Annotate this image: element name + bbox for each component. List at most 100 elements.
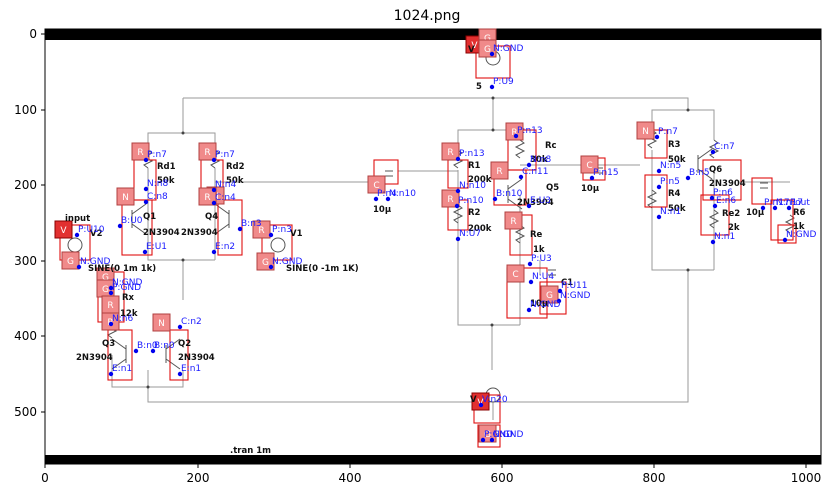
component-label-rd1-val: 50k xyxy=(157,176,175,186)
svg-text:N:GND: N:GND xyxy=(530,300,560,310)
svg-text:G: G xyxy=(546,291,553,301)
x-tick-label: 400 xyxy=(339,471,362,485)
component-label-r6-val: 1k xyxy=(793,222,805,232)
svg-text:C: C xyxy=(586,161,592,171)
x-tick-label: 0 xyxy=(41,471,49,485)
svg-text:P:n4: P:n4 xyxy=(377,189,397,199)
net-label: E:n1 xyxy=(108,364,132,377)
pin-dot xyxy=(108,290,114,296)
component-label-c3-val: 10µ xyxy=(373,205,391,215)
net-label: P:n3 xyxy=(268,225,292,238)
svg-text:R: R xyxy=(137,148,143,158)
svg-text:C:n8: C:n8 xyxy=(147,192,168,202)
plot-axes xyxy=(44,28,822,465)
pin-dot xyxy=(712,203,718,209)
net-label: C:n11 xyxy=(518,167,548,180)
svg-text:E:U3: E:U3 xyxy=(530,196,551,206)
part-tag-r: R xyxy=(198,187,217,206)
net-label: Pout xyxy=(786,198,810,211)
component-label-rc-val: 30k xyxy=(530,155,548,165)
pin-dot xyxy=(455,188,461,194)
svg-text:N:GND: N:GND xyxy=(493,44,523,54)
svg-text:N: N xyxy=(158,319,165,329)
net-label: N:n4 xyxy=(211,180,236,193)
svg-text:E:U1: E:U1 xyxy=(146,242,167,252)
pin-dot xyxy=(656,214,662,220)
part-tag-n: N xyxy=(636,121,655,140)
net-label: B:n10 xyxy=(492,189,523,202)
svg-text:B:n0: B:n0 xyxy=(137,341,158,351)
y-tick-label: 500 xyxy=(14,405,37,419)
svg-text:P:n3: P:n3 xyxy=(272,225,292,235)
pin-dot xyxy=(373,196,379,202)
svg-text:P:n13: P:n13 xyxy=(517,126,543,136)
part-tag-r: R xyxy=(131,142,150,161)
svg-text:P:n5: P:n5 xyxy=(660,177,680,187)
component-label-c4-val: 10µ xyxy=(746,208,764,218)
pin-dot xyxy=(526,307,532,313)
component-label-re2-val: 2k xyxy=(728,223,740,233)
component-label-c1-val: 10µ xyxy=(530,299,548,309)
net-label: N:GND xyxy=(268,257,302,270)
net-label: N:GND xyxy=(76,257,110,270)
component-label-r3: R3 xyxy=(668,140,681,150)
pin-dot xyxy=(211,157,217,163)
component-label-r1-val: 200k xyxy=(468,175,492,185)
svg-text:N:n1: N:n1 xyxy=(660,207,681,217)
svg-text:R: R xyxy=(511,128,517,138)
svg-text:G: G xyxy=(67,257,74,267)
component-label-q1: Q1 xyxy=(143,212,156,222)
svg-text:N:n17: N:n17 xyxy=(776,198,803,208)
svg-text:N:n8: N:n8 xyxy=(147,179,168,189)
svg-text:G: G xyxy=(102,273,109,283)
component-label-r2: R2 xyxy=(468,208,481,218)
component-label-re: Re xyxy=(530,230,543,240)
part-tags: VGGRNNRRNVGGGRRNRRRCGCRRNRCGVG xyxy=(54,28,655,443)
svg-text:C:n11: C:n11 xyxy=(522,167,548,177)
part-tag-g: G xyxy=(478,424,497,443)
pin-dot xyxy=(108,371,114,377)
component-label-q6: Q6 xyxy=(709,165,722,175)
net-label: N:GND xyxy=(556,291,590,304)
component-label-r6: R6 xyxy=(793,208,806,218)
pin-dot xyxy=(143,199,149,205)
svg-text:R: R xyxy=(204,148,210,158)
part-tag-r: R xyxy=(441,142,460,161)
component-label-rx-val: 12k xyxy=(120,309,138,319)
component-label-c2-val: 10µ xyxy=(581,184,599,194)
component-label-q2-model: 2N3904 xyxy=(178,353,215,363)
component-label-r2-val: 200k xyxy=(468,224,492,234)
svg-text:N:n6: N:n6 xyxy=(112,314,133,324)
x-tick-label: 1000 xyxy=(791,471,822,485)
net-label: N:GND xyxy=(782,230,816,243)
pin-dot xyxy=(489,437,495,443)
pin-dot xyxy=(478,402,484,408)
pin-dot xyxy=(557,288,563,294)
net-label: N:n1 xyxy=(710,232,735,245)
component-label-v-bot: V xyxy=(470,395,477,405)
svg-text:G: G xyxy=(262,258,269,268)
svg-text:Pout: Pout xyxy=(790,198,810,208)
svg-text:B:U0: B:U0 xyxy=(121,216,143,226)
net-label: B:n3 xyxy=(237,219,262,232)
svg-text:P:U11: P:U11 xyxy=(561,281,588,291)
svg-text:N: N xyxy=(122,193,129,203)
svg-text:P:n10: P:n10 xyxy=(458,196,484,206)
component-label-rx: Rx xyxy=(122,293,135,303)
svg-text:E:n1: E:n1 xyxy=(181,364,201,374)
net-label: N:GND xyxy=(489,44,523,57)
svg-text:R: R xyxy=(107,301,113,311)
pin-dot xyxy=(117,223,123,229)
pin-dot xyxy=(268,232,274,238)
net-label: N:GND xyxy=(108,278,142,291)
net-label: B:n0 xyxy=(133,341,158,354)
svg-text:G: G xyxy=(102,285,109,295)
part-tag-r: R xyxy=(505,122,524,141)
net-label: N:n1 xyxy=(656,207,681,220)
svg-text:B:n3: B:n3 xyxy=(241,219,262,229)
component-label-rd2-val: 50k xyxy=(226,176,244,186)
svg-text:R: R xyxy=(510,217,516,227)
part-tag-r: R xyxy=(490,161,509,180)
svg-text:N:n10: N:n10 xyxy=(459,181,486,191)
svg-text:N:n1: N:n1 xyxy=(714,232,735,242)
